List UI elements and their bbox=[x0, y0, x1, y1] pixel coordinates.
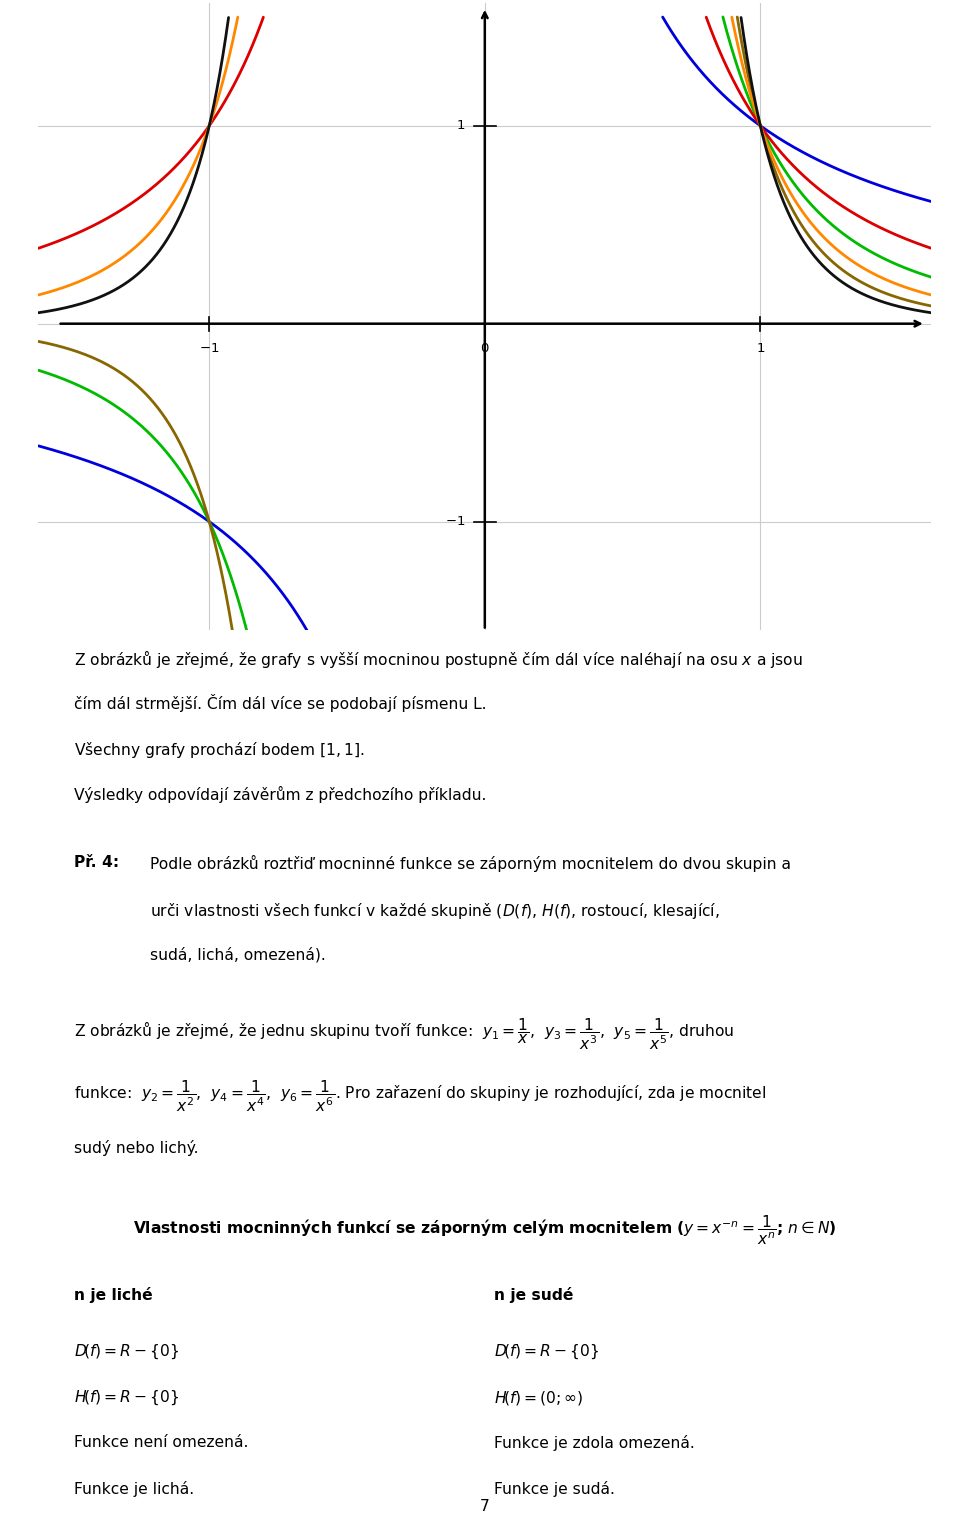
Text: $1$: $1$ bbox=[756, 342, 765, 355]
Text: sudá, lichá, omezená).: sudá, lichá, omezená). bbox=[150, 947, 325, 962]
Text: čím dál strmější. Čím dál více se podobají písmenu L.: čím dál strmější. Čím dál více se podoba… bbox=[74, 694, 487, 712]
Text: $D\!\left(f\right) = R - \{0\}$: $D\!\left(f\right) = R - \{0\}$ bbox=[493, 1342, 599, 1362]
Text: $1$: $1$ bbox=[456, 120, 466, 132]
Text: Funkce je sudá.: Funkce je sudá. bbox=[493, 1480, 614, 1497]
Text: funkce:  $y_2 = \dfrac{1}{x^2}$,  $y_4 = \dfrac{1}{x^4}$,  $y_6 = \dfrac{1}{x^6}: funkce: $y_2 = \dfrac{1}{x^2}$, $y_4 = \… bbox=[74, 1078, 767, 1114]
Text: n je sudé: n je sudé bbox=[493, 1287, 573, 1304]
Text: Y: Y bbox=[495, 0, 507, 3]
Text: 7: 7 bbox=[480, 1500, 490, 1513]
Text: sudý nebo lichý.: sudý nebo lichý. bbox=[74, 1140, 199, 1157]
Text: $-1$: $-1$ bbox=[199, 342, 220, 355]
Text: $D\!\left(f\right) = R - \{0\}$: $D\!\left(f\right) = R - \{0\}$ bbox=[74, 1342, 180, 1362]
Text: Všechny grafy prochází bodem $[1,1]$.: Všechny grafy prochází bodem $[1,1]$. bbox=[74, 741, 365, 761]
Text: Funkce je zdola omezená.: Funkce je zdola omezená. bbox=[493, 1435, 694, 1451]
Text: Př. 4:: Př. 4: bbox=[74, 855, 119, 870]
Text: Vlastnosti mocninných funkcí se záporným celým mocnitelem ($y = x^{-n} = \dfrac{: Vlastnosti mocninných funkcí se záporným… bbox=[133, 1214, 836, 1248]
Text: Funkce není omezená.: Funkce není omezená. bbox=[74, 1435, 249, 1450]
Text: urči vlastnosti všech funkcí v každé skupině ($D(f)$, $H(f)$, rostoucí, klesajíc: urči vlastnosti všech funkcí v každé sku… bbox=[150, 902, 720, 921]
Text: Podle obrázků roztřiď mocninné funkce se záporným mocnitelem do dvou skupin a: Podle obrázků roztřiď mocninné funkce se… bbox=[150, 855, 791, 873]
Text: Výsledky odpovídají závěrům z předchozího příkladu.: Výsledky odpovídají závěrům z předchozíh… bbox=[74, 786, 487, 803]
Text: n je liché: n je liché bbox=[74, 1287, 153, 1304]
Text: $H\!\left(f\right) = R - \{0\}$: $H\!\left(f\right) = R - \{0\}$ bbox=[74, 1389, 180, 1407]
Text: $-1$: $-1$ bbox=[445, 515, 466, 528]
Text: Funkce je lichá.: Funkce je lichá. bbox=[74, 1480, 194, 1497]
Text: $H\!\left(f\right) = \left(0;\infty\right)$: $H\!\left(f\right) = \left(0;\infty\righ… bbox=[493, 1389, 584, 1407]
Text: Z obrázků je zřejmé, že grafy s vyšší mocninou postupně čím dál více naléhají na: Z obrázků je zřejmé, že grafy s vyšší mo… bbox=[74, 648, 803, 669]
Text: Z obrázků je zřejmé, že jednu skupinu tvoří funkce:  $y_1 = \dfrac{1}{x}$,  $y_3: Z obrázků je zřejmé, že jednu skupinu tv… bbox=[74, 1016, 734, 1052]
Text: $0$: $0$ bbox=[480, 342, 490, 355]
